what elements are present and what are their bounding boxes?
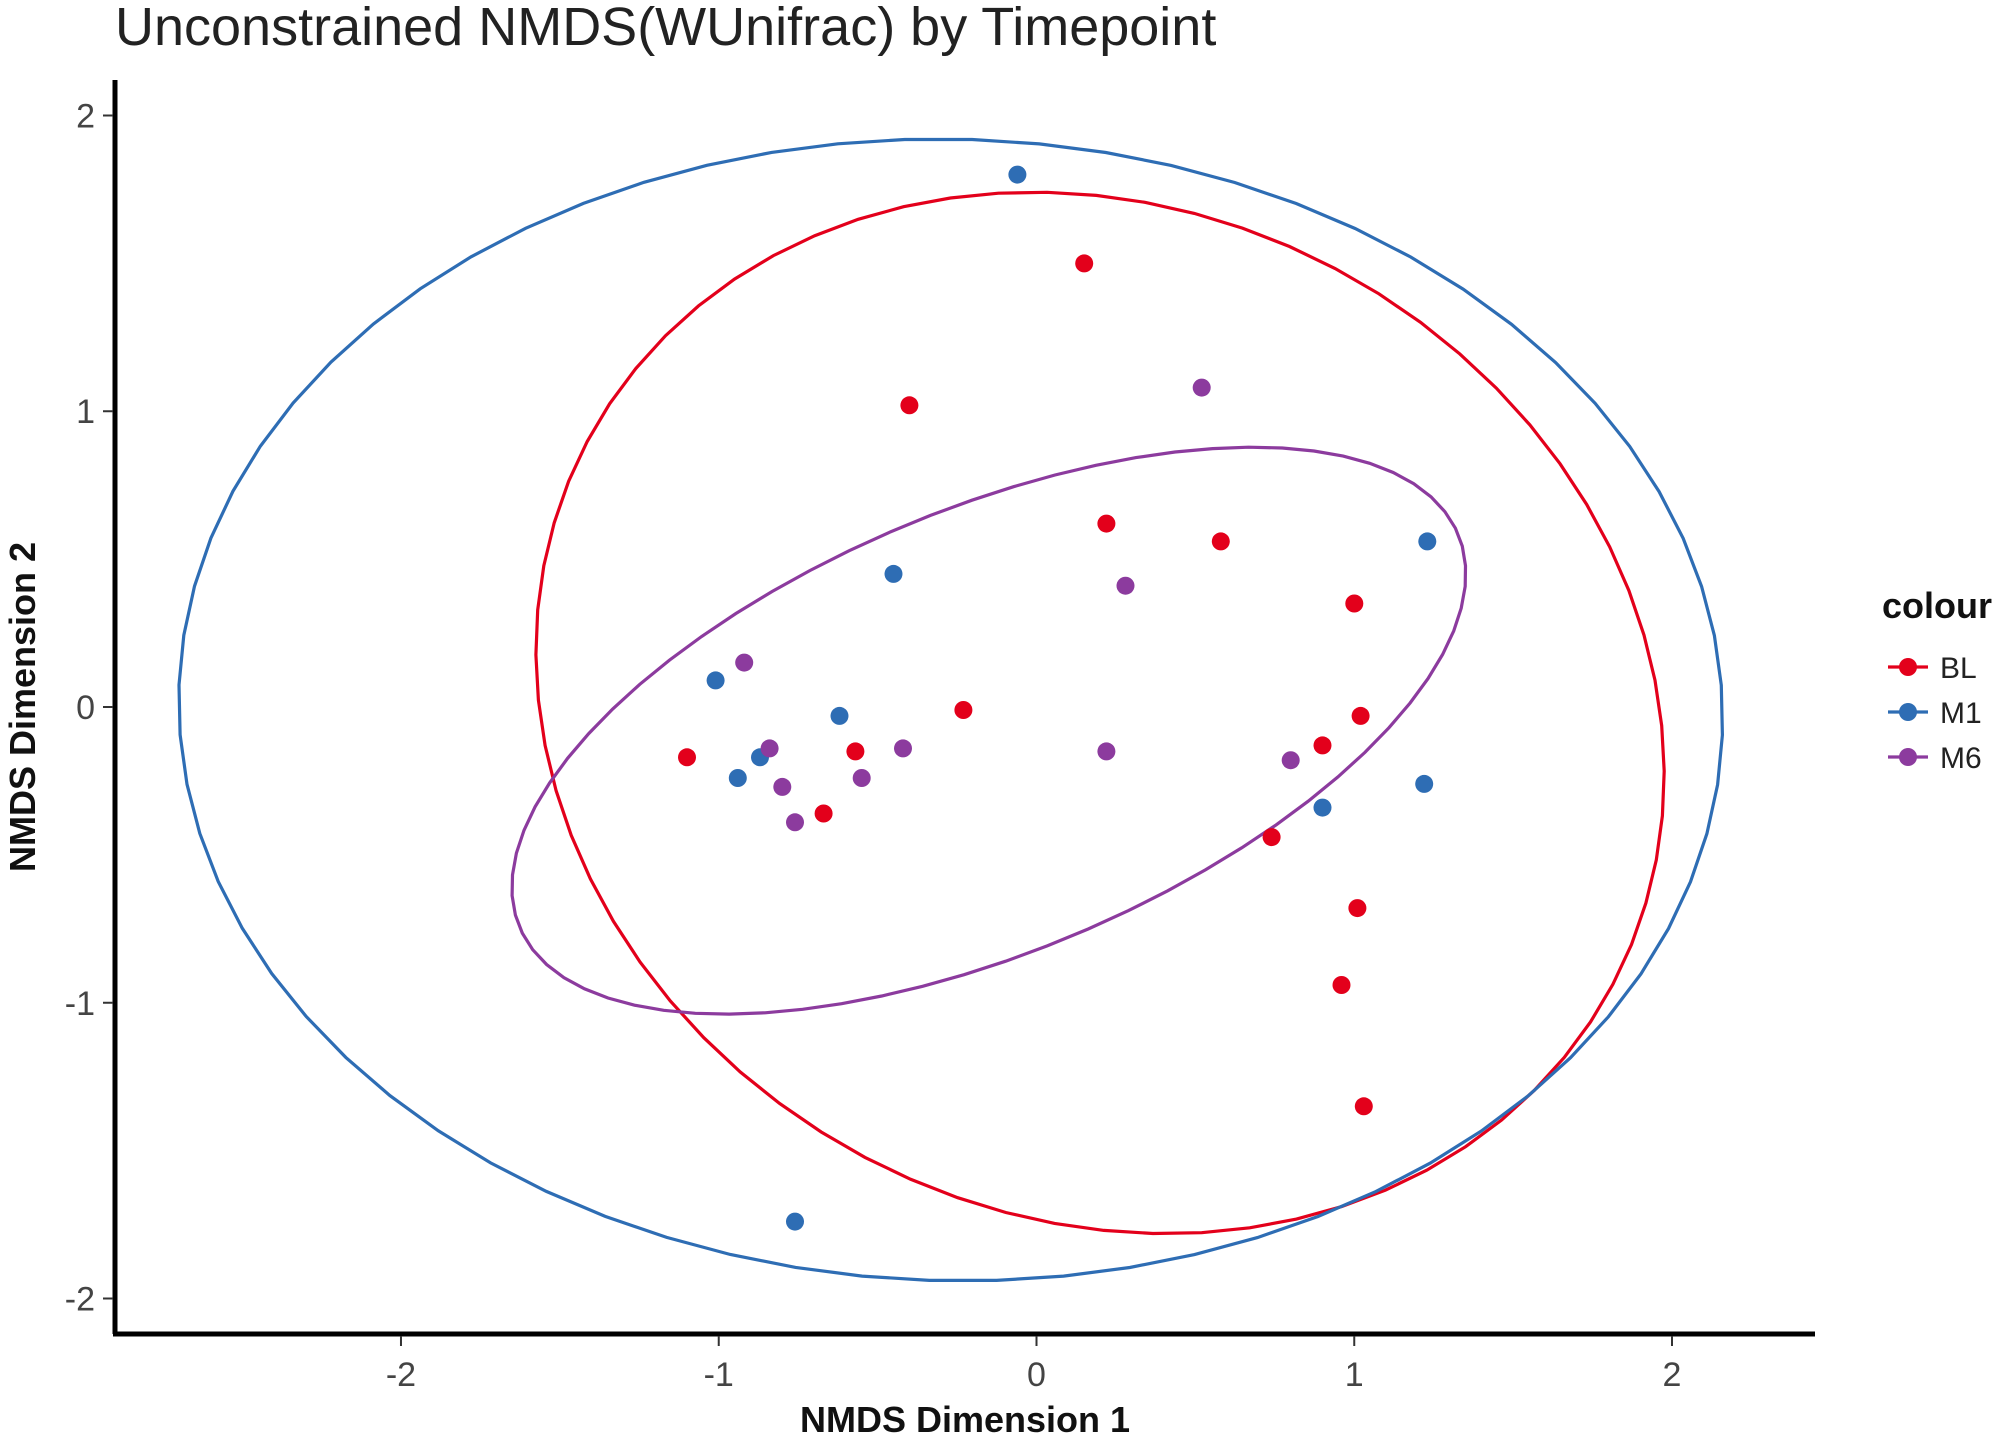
point-bl-13	[1332, 976, 1351, 994]
point-m1-6	[728, 769, 747, 787]
point-m6-0	[1192, 378, 1211, 397]
legend-title: colour	[1882, 585, 1992, 626]
points-layer	[678, 165, 1437, 1231]
point-bl-14	[1354, 1097, 1373, 1116]
y-ticks: -2 -1 0 1 2	[65, 97, 113, 1319]
ellipse-m6	[510, 445, 1468, 1016]
point-m6-6	[1281, 751, 1300, 770]
ellipse-m1	[177, 137, 1725, 1282]
point-m6-1	[1116, 576, 1135, 595]
y-tick-label: -1	[65, 985, 95, 1023]
legend-key-m6	[1899, 748, 1917, 766]
x-tick-label: 0	[1027, 1356, 1046, 1394]
x-tick-label: 2	[1663, 1356, 1682, 1394]
point-m1-2	[884, 564, 903, 583]
y-tick-label: 2	[76, 97, 95, 135]
x-tick-label: -2	[386, 1356, 416, 1394]
ellipses-layer	[177, 137, 1725, 1282]
legend-label-bl: BL	[1940, 652, 1977, 685]
point-bl-7	[678, 748, 696, 767]
point-bl-9	[1313, 736, 1332, 755]
y-tick-label: 1	[76, 393, 95, 431]
chart-title: Unconstrained NMDS(WUnifrac) by Timepoin…	[115, 0, 1216, 57]
legend-label-m1: M1	[1940, 697, 1982, 730]
point-bl-11	[1262, 828, 1281, 847]
point-bl-10	[814, 804, 833, 823]
legend-items: BL M1 M6	[1888, 652, 1982, 775]
point-m6-9	[786, 813, 804, 832]
point-bl-5	[954, 701, 973, 719]
point-m6-8	[852, 769, 871, 787]
point-m1-1	[1418, 532, 1437, 551]
legend-key-m1	[1899, 703, 1917, 721]
point-m1-0	[1008, 165, 1027, 184]
y-tick-label: 0	[76, 689, 95, 727]
point-bl-0	[1075, 254, 1094, 273]
point-m1-9	[786, 1212, 804, 1231]
legend-label-m6: M6	[1940, 742, 1982, 775]
legend: colour BL M1 M6	[1882, 585, 1992, 775]
point-bl-1	[900, 396, 919, 415]
point-m6-5	[1097, 742, 1116, 761]
point-m6-4	[894, 739, 912, 758]
point-m1-7	[1415, 774, 1434, 793]
point-bl-6	[1351, 706, 1370, 725]
point-m1-8	[1313, 798, 1332, 817]
point-bl-4	[1345, 594, 1364, 613]
point-m1-3	[706, 671, 725, 690]
point-bl-12	[1348, 899, 1367, 918]
ellipse-bl	[534, 190, 1666, 1236]
x-tick-label: 1	[1345, 1356, 1364, 1394]
point-bl-8	[846, 742, 865, 761]
x-axis-title: NMDS Dimension 1	[800, 1399, 1130, 1435]
point-m6-2	[735, 653, 754, 672]
y-tick-label: -2	[65, 1281, 95, 1319]
y-axis-title: NMDS Dimension 2	[2, 542, 43, 872]
point-m6-7	[773, 777, 792, 796]
point-bl-3	[1211, 532, 1230, 551]
x-ticks: -2 -1 0 1 2	[386, 1336, 1682, 1394]
point-m1-4	[830, 706, 849, 725]
point-m6-3	[760, 739, 779, 758]
x-tick-label: -1	[704, 1356, 734, 1394]
legend-key-bl	[1899, 658, 1917, 676]
point-bl-2	[1097, 514, 1116, 533]
